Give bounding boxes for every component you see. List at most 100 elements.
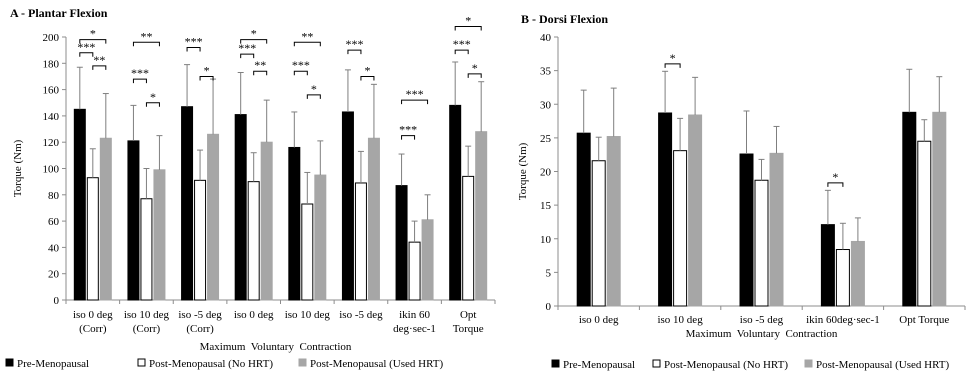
bar-post-used-hrt [769,152,784,307]
y-tick-label: 180 [43,58,60,70]
x-category-label: Torque [453,323,484,335]
x-axis-label: Maximum Voluntary Contraction [200,341,352,353]
significance-bracket [347,49,362,55]
significance-bracket [293,41,321,47]
bar-pre [73,108,86,301]
y-tick-label: 60 [48,216,60,228]
significance-bracket [132,78,147,84]
legend-swatch [137,358,146,367]
y-tick-label: 0 [546,301,552,313]
bar-pre [820,224,835,307]
y-tick-label: 200 [43,32,60,44]
bar-pre [288,146,301,301]
legend-swatch [804,359,813,368]
significance-bracket [79,52,94,57]
x-category-label: iso 10 deg [657,314,703,326]
x-category-label: iso 10 deg [124,309,170,321]
significance-label: *** [77,40,95,54]
chart-panel-b: B - Dorsi Flexion Torque (Nm) 0 5 10 15 20 25 30… [517,12,966,371]
significance-label: *** [345,37,363,51]
bar-post-used-hrt [688,114,703,307]
bar-pre [181,106,194,301]
y-tick-label: 40 [48,242,60,254]
bar-post-no-hrt [462,175,475,301]
significance-label: * [832,170,838,184]
bar-post-no-hrt [86,177,99,301]
bar-pre [395,185,408,301]
legend-label: Pre-Menopausal [17,358,89,370]
significance-label: * [150,90,156,104]
x-category-label: deg·sec-1 [393,323,436,335]
significance-bracket [132,41,160,47]
significance-bracket [360,75,375,81]
significance-label: ** [140,29,152,43]
x-category-label: iso 0 deg [73,309,113,321]
significance-bracket [199,75,214,81]
y-tick-label: 100 [43,164,60,176]
bar-post-used-hrt [153,169,166,301]
x-category-label: iso 10 deg [285,309,331,321]
bar-post-used-hrt [260,141,273,301]
bar-post-used-hrt [606,136,621,307]
significance-bracket [92,65,107,70]
significance-label: * [465,13,471,27]
significance-bracket [467,73,482,78]
bar-pre [449,104,462,301]
bar-pre [739,153,754,307]
x-category-label: iso -5 deg [339,309,383,321]
y-tick-label: 25 [540,133,552,145]
bar-post-used-hrt [314,174,327,301]
x-category-label: ikin 60deg·sec-1 [806,314,880,326]
x-category-label: ikin 60 [399,309,430,321]
legend-label: Post-Menopausal (Used HRT) [310,358,443,370]
legend-swatch [652,359,661,368]
significance-bracket [186,47,201,52]
bar-post-no-hrt [140,198,153,301]
y-tick-label: 40 [540,32,552,44]
bar-post-no-hrt [408,241,421,301]
legend-label: Post-Menopausal (No HRT) [664,359,788,371]
bar-pre [576,132,591,307]
bar-pre [127,140,140,301]
significance-label: * [311,82,317,96]
bar-post-no-hrt [754,179,769,307]
legend-swatch [298,358,307,367]
y-tick-label: 20 [48,269,60,281]
bar-pre [658,112,673,307]
significance-bracket [454,25,482,31]
significance-label: *** [453,37,471,51]
bar-post-used-hrt [367,137,380,301]
significance-label: *** [131,66,149,80]
y-tick-label: 35 [540,66,552,78]
significance-label: *** [399,123,417,137]
bar-post-no-hrt [917,140,932,307]
y-tick-label: 5 [546,267,552,279]
y-axis-label: Torque (Nm) [12,139,24,197]
bar-post-used-hrt [850,240,865,307]
x-category-label: iso 0 deg [234,309,274,321]
legend-label: Post-Menopausal (Used HRT) [816,359,949,371]
bar-post-no-hrt [591,160,606,307]
significance-label: ** [301,29,313,43]
legend-swatch [5,358,14,367]
significance-label: *** [406,87,424,101]
chart-title: B - Dorsi Flexion [521,12,608,26]
significance-label: * [90,27,96,41]
bar-post-used-hrt [207,133,220,301]
x-axis-label: Maximum Voluntary Contraction [686,328,838,340]
significance-label: *** [292,58,310,72]
chart-title: A - Plantar Flexion [10,6,108,20]
significance-bracket [253,70,268,76]
bar-post-no-hrt [354,182,367,301]
x-category-label: Opt [460,309,477,321]
significance-label: * [364,63,370,77]
significance-label: ** [254,58,266,72]
chart-panel-a: A - Plantar Flexion Torque (Nm) 0 20 40 60 80 1… [5,6,496,370]
y-tick-label: 160 [43,85,60,97]
bar-post-no-hrt [194,179,207,301]
significance-label: *** [238,41,256,55]
legend-swatch [551,359,560,368]
y-tick-label: 0 [54,295,60,307]
